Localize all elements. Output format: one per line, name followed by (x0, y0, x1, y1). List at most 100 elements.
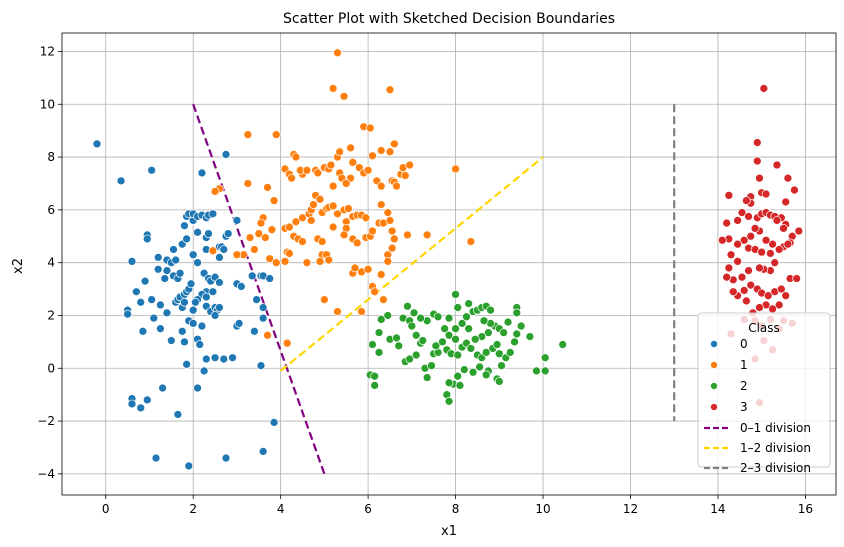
point-class-0 (140, 276, 150, 286)
point-class-1 (405, 160, 414, 170)
point-class-1 (376, 270, 386, 279)
point-class-3 (763, 291, 773, 301)
point-class-3 (783, 173, 793, 183)
x-tick-label: 8 (452, 502, 460, 516)
point-class-2 (374, 348, 384, 357)
point-class-3 (792, 274, 801, 283)
point-class-1 (306, 216, 316, 225)
point-class-3 (761, 189, 771, 199)
point-class-1 (363, 165, 373, 175)
point-class-3 (768, 239, 777, 249)
point-class-0 (258, 313, 268, 323)
point-class-1 (232, 250, 242, 260)
point-class-3 (752, 138, 762, 147)
point-class-0 (210, 311, 220, 320)
point-class-1 (387, 226, 397, 236)
point-class-0 (169, 245, 178, 254)
point-class-3 (722, 218, 732, 228)
point-class-0 (191, 297, 200, 307)
y-axis-ticks: −4 −2 0 2 4 6 8 10 12 (37, 44, 62, 481)
point-class-3 (737, 208, 747, 217)
point-class-2 (512, 329, 522, 339)
point-class-0 (92, 139, 102, 149)
point-class-1 (328, 222, 338, 232)
point-class-0 (177, 326, 187, 336)
y-tick-label: −4 (37, 467, 55, 481)
legend-label-division-0: 0–1 division (740, 421, 811, 435)
point-class-2 (464, 324, 474, 334)
x-axis-ticks: 0 2 4 6 8 10 12 14 16 (102, 495, 813, 516)
point-class-0 (166, 336, 176, 345)
point-class-1 (271, 130, 281, 139)
point-class-0 (160, 274, 170, 283)
point-class-2 (470, 334, 480, 344)
point-class-2 (453, 371, 463, 381)
point-class-3 (742, 196, 751, 205)
point-class-3 (746, 280, 756, 290)
y-tick-label: 6 (47, 203, 55, 217)
point-class-2 (505, 348, 515, 357)
point-class-0 (180, 221, 189, 231)
point-class-0 (201, 292, 211, 302)
point-class-1 (280, 257, 290, 266)
point-class-2 (433, 312, 443, 322)
point-class-0 (193, 258, 202, 268)
point-class-0 (182, 359, 191, 369)
point-class-3 (752, 156, 762, 166)
x-axis-label: x1 (441, 524, 457, 539)
point-class-0 (265, 274, 275, 283)
x-tick-label: 0 (102, 502, 110, 516)
point-class-3 (724, 191, 734, 200)
point-class-0 (258, 303, 268, 312)
point-class-1 (403, 230, 412, 240)
point-class-2 (464, 299, 474, 308)
point-class-3 (755, 303, 764, 312)
point-class-2 (368, 340, 377, 349)
point-class-1 (389, 139, 399, 149)
x-tick-label: 12 (623, 502, 638, 516)
point-class-1 (387, 243, 397, 253)
point-class-1 (256, 218, 266, 228)
point-class-0 (232, 216, 242, 225)
point-class-2 (497, 361, 506, 370)
point-class-0 (199, 366, 209, 376)
point-class-0 (221, 150, 231, 159)
point-class-2 (494, 377, 504, 386)
point-class-1 (320, 295, 329, 304)
point-class-0 (219, 354, 229, 364)
point-class-1 (361, 213, 371, 223)
point-class-2 (479, 316, 489, 326)
point-class-3 (781, 291, 791, 301)
point-class-1 (365, 123, 375, 133)
y-tick-label: 8 (47, 150, 55, 164)
point-class-0 (153, 253, 163, 262)
point-class-2 (466, 344, 476, 353)
y-tick-label: −2 (37, 414, 55, 428)
point-class-3 (783, 239, 793, 249)
point-class-2 (540, 366, 550, 376)
point-class-3 (733, 239, 742, 249)
y-tick-label: 12 (40, 44, 55, 58)
point-class-1 (271, 258, 281, 268)
point-class-1 (287, 173, 296, 183)
point-class-2 (492, 340, 502, 349)
legend-marker-class-2 (710, 382, 718, 390)
point-class-0 (215, 303, 224, 312)
point-class-3 (744, 212, 753, 221)
x-tick-label: 16 (798, 502, 813, 516)
point-class-0 (247, 271, 257, 281)
point-class-3 (790, 185, 799, 195)
point-class-1 (370, 287, 380, 297)
point-class-1 (282, 338, 292, 348)
point-class-1 (376, 181, 386, 191)
point-class-1 (333, 209, 342, 219)
point-class-1 (346, 143, 355, 153)
legend-title: Class (748, 321, 780, 335)
legend-label-class-3: 3 (740, 400, 748, 414)
point-class-0 (204, 229, 213, 238)
point-class-1 (348, 158, 358, 167)
point-class-1 (243, 130, 253, 139)
point-class-1 (265, 254, 275, 264)
point-class-1 (352, 238, 362, 248)
